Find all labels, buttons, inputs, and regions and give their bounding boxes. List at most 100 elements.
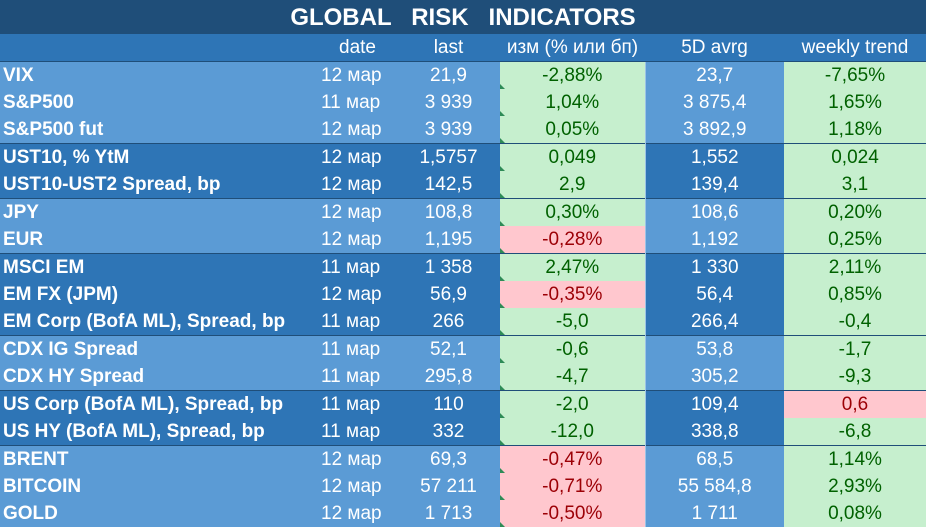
row-name[interactable]: EUR: [0, 226, 318, 254]
row-last[interactable]: 3 939: [397, 89, 500, 116]
row-name[interactable]: UST10, % YtM: [0, 143, 318, 171]
row-date[interactable]: 12 мар: [318, 61, 397, 89]
row-date[interactable]: 11 мар: [318, 390, 397, 418]
row-last[interactable]: 3 939: [397, 116, 500, 144]
row-weekly[interactable]: 2,11%: [784, 253, 926, 281]
row-weekly[interactable]: -7,65%: [784, 61, 926, 89]
row-last[interactable]: 1,5757: [397, 143, 500, 171]
row-avg[interactable]: 3 892,9: [644, 116, 784, 144]
header-date[interactable]: date: [318, 34, 397, 62]
row-date[interactable]: 12 мар: [318, 116, 397, 144]
row-weekly[interactable]: 2,93%: [784, 473, 926, 500]
header-weekly[interactable]: weekly trend: [784, 34, 926, 62]
row-avg[interactable]: 56,4: [644, 281, 784, 308]
row-last[interactable]: 332: [397, 418, 500, 446]
row-name[interactable]: GOLD: [0, 500, 318, 527]
row-name[interactable]: EM FX (JPM): [0, 281, 318, 308]
row-avg[interactable]: 266,4: [644, 308, 784, 336]
row-weekly[interactable]: -0,4: [784, 308, 926, 336]
row-last[interactable]: 110: [397, 390, 500, 418]
row-last[interactable]: 69,3: [397, 445, 500, 473]
row-date[interactable]: 12 мар: [318, 473, 397, 500]
row-change[interactable]: -2,0: [500, 390, 645, 418]
row-avg[interactable]: 109,4: [644, 390, 784, 418]
row-name[interactable]: BITCOIN: [0, 473, 318, 500]
row-last[interactable]: 21,9: [397, 61, 500, 89]
row-change[interactable]: -12,0: [500, 418, 645, 446]
row-last[interactable]: 295,8: [397, 363, 500, 391]
row-weekly[interactable]: 0,024: [784, 143, 926, 171]
row-avg[interactable]: 55 584,8: [644, 473, 784, 500]
row-avg[interactable]: 1,192: [644, 226, 784, 254]
row-change[interactable]: -2,88%: [500, 61, 645, 89]
row-date[interactable]: 11 мар: [318, 418, 397, 446]
row-last[interactable]: 1,195: [397, 226, 500, 254]
row-last[interactable]: 57 211: [397, 473, 500, 500]
row-date[interactable]: 12 мар: [318, 281, 397, 308]
row-weekly[interactable]: 0,08%: [784, 500, 926, 527]
row-name[interactable]: VIX: [0, 61, 318, 89]
row-weekly[interactable]: 1,18%: [784, 116, 926, 144]
row-date[interactable]: 11 мар: [318, 335, 397, 363]
row-name[interactable]: UST10-UST2 Spread, bp: [0, 171, 318, 199]
row-change[interactable]: -0,28%: [500, 226, 645, 254]
row-change[interactable]: -0,35%: [500, 281, 645, 308]
header-change[interactable]: изм (% или бп): [500, 34, 645, 62]
row-change[interactable]: -4,7: [500, 363, 645, 391]
row-weekly[interactable]: 3,1: [784, 171, 926, 199]
row-date[interactable]: 12 мар: [318, 143, 397, 171]
row-name[interactable]: S&P500: [0, 89, 318, 116]
row-change[interactable]: 2,9: [500, 171, 645, 199]
row-avg[interactable]: 68,5: [644, 445, 784, 473]
row-name[interactable]: US Corp (BofA ML), Spread, bp: [0, 390, 318, 418]
row-avg[interactable]: 305,2: [644, 363, 784, 391]
row-last[interactable]: 266: [397, 308, 500, 336]
row-last[interactable]: 142,5: [397, 171, 500, 199]
row-change[interactable]: -0,50%: [500, 500, 645, 527]
row-date[interactable]: 11 мар: [318, 308, 397, 336]
row-change[interactable]: -0,47%: [500, 445, 645, 473]
row-weekly[interactable]: 0,6: [784, 390, 926, 418]
row-weekly[interactable]: 0,25%: [784, 226, 926, 254]
row-date[interactable]: 11 мар: [318, 253, 397, 281]
row-date[interactable]: 12 мар: [318, 226, 397, 254]
row-name[interactable]: CDX HY Spread: [0, 363, 318, 391]
header-last[interactable]: last: [397, 34, 500, 62]
row-date[interactable]: 12 мар: [318, 500, 397, 527]
row-avg[interactable]: 108,6: [644, 198, 784, 226]
row-name[interactable]: S&P500 fut: [0, 116, 318, 144]
row-name[interactable]: CDX IG Spread: [0, 335, 318, 363]
row-avg[interactable]: 23,7: [644, 61, 784, 89]
row-weekly[interactable]: -6,8: [784, 418, 926, 446]
row-last[interactable]: 56,9: [397, 281, 500, 308]
row-date[interactable]: 11 мар: [318, 89, 397, 116]
row-date[interactable]: 12 мар: [318, 198, 397, 226]
row-avg[interactable]: 53,8: [644, 335, 784, 363]
row-name[interactable]: EM Corp (BofA ML), Spread, bp: [0, 308, 318, 336]
row-last[interactable]: 108,8: [397, 198, 500, 226]
header-avg[interactable]: 5D avrg: [645, 34, 784, 62]
row-avg[interactable]: 1 711: [644, 500, 784, 527]
row-last[interactable]: 1 358: [397, 253, 500, 281]
row-name[interactable]: JPY: [0, 198, 318, 226]
row-avg[interactable]: 139,4: [644, 171, 784, 199]
row-weekly[interactable]: 0,85%: [784, 281, 926, 308]
row-change[interactable]: 2,47%: [500, 253, 645, 281]
row-change[interactable]: 0,30%: [500, 198, 645, 226]
row-avg[interactable]: 3 875,4: [644, 89, 784, 116]
row-weekly[interactable]: 0,20%: [784, 198, 926, 226]
row-name[interactable]: MSCI EM: [0, 253, 318, 281]
row-last[interactable]: 1 713: [397, 500, 500, 527]
row-weekly[interactable]: -9,3: [784, 363, 926, 391]
row-last[interactable]: 52,1: [397, 335, 500, 363]
row-avg[interactable]: 1 330: [644, 253, 784, 281]
row-weekly[interactable]: 1,65%: [784, 89, 926, 116]
row-change[interactable]: -0,71%: [500, 473, 645, 500]
row-change[interactable]: -0,6: [500, 335, 645, 363]
row-date[interactable]: 12 мар: [318, 445, 397, 473]
row-date[interactable]: 12 мар: [318, 171, 397, 199]
row-change[interactable]: 0,049: [500, 143, 645, 171]
row-name[interactable]: BRENT: [0, 445, 318, 473]
row-change[interactable]: 1,04%: [500, 89, 645, 116]
row-change[interactable]: -5,0: [500, 308, 645, 336]
